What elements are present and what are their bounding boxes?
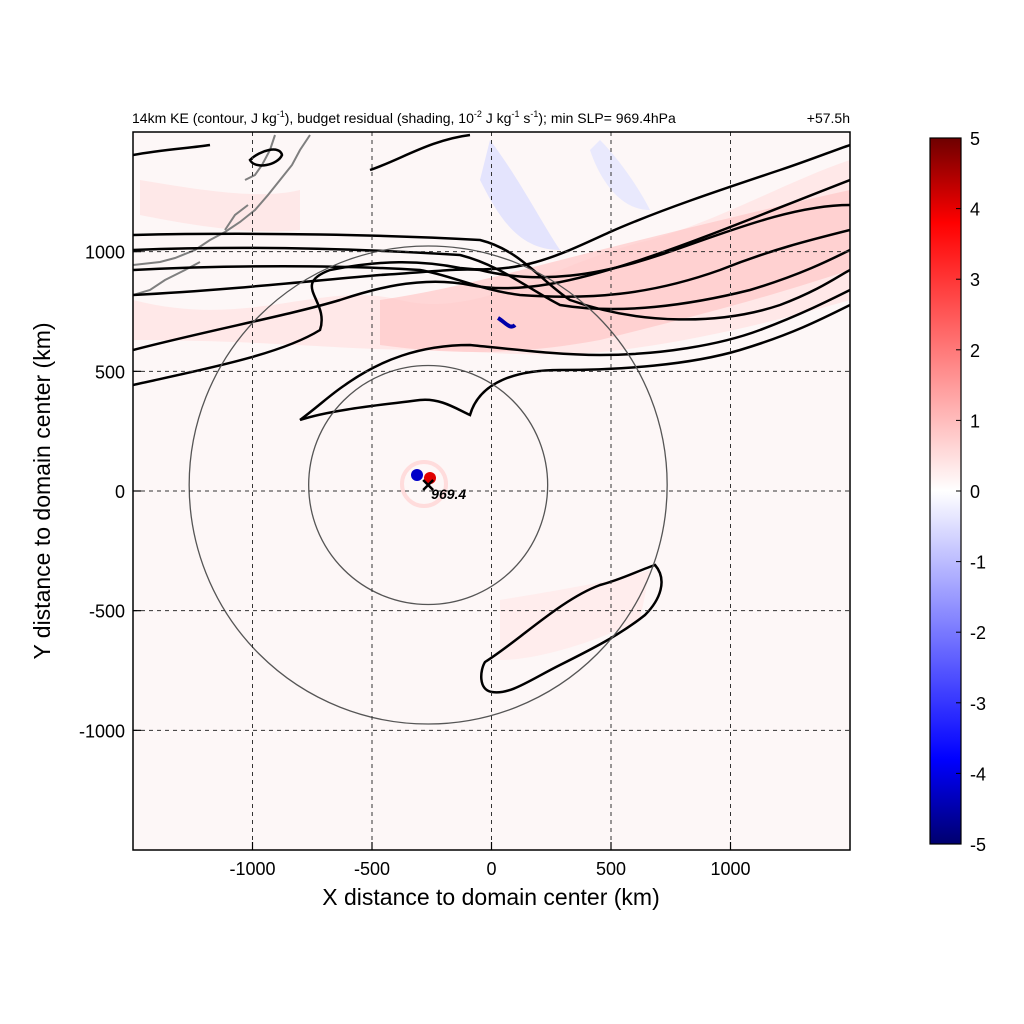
x-tick-label: -500 [354, 859, 390, 879]
colorbar-tick-label: 1 [970, 411, 980, 431]
y-tick-label: -1000 [79, 721, 125, 741]
residual-ring [400, 460, 448, 508]
range-circle [308, 364, 549, 606]
ke-contour [299, 288, 850, 421]
shading-negative-band [590, 140, 650, 210]
colorbar-tick-label: 4 [970, 200, 980, 220]
colorbar: 5 4 3 2 1 0 -1 -2 -3 -4 -5 [929, 129, 986, 855]
colorbar-tick-label: 5 [970, 129, 980, 149]
x-tick-label: -1000 [229, 859, 275, 879]
y-tick-label: -500 [89, 602, 125, 622]
ke-contour [133, 178, 850, 352]
residual-negative-streak [496, 316, 517, 329]
y-tick-label: 1000 [85, 243, 125, 263]
colorbar-tick-label: -5 [970, 835, 986, 855]
residual-negative-core [411, 469, 423, 481]
ke-contour [133, 203, 850, 297]
ke-contour [299, 303, 850, 422]
ke-contour [133, 232, 850, 321]
x-axis-ticks: -1000 -500 0 500 1000 [229, 842, 751, 879]
colorbar-tick-label: 3 [970, 270, 980, 290]
ke-contour [133, 228, 850, 298]
ke-contour [133, 143, 850, 387]
y-tick-label: 500 [95, 362, 125, 382]
chart-title: 14km KE (contour, J kg-1), budget residu… [132, 109, 676, 126]
colorbar-tick-label: -3 [970, 694, 986, 714]
x-tick-label: 500 [596, 859, 626, 879]
plot-area: 969.4 [133, 132, 850, 850]
colorbar-tick-label: 2 [970, 341, 980, 361]
colorbar-tick-label: -4 [970, 764, 986, 784]
ke-contour [369, 133, 471, 172]
ke-contour [133, 246, 850, 311]
ke-contour-closed [248, 148, 284, 167]
min-slp-label: 969.4 [431, 486, 466, 502]
ke-contour [133, 143, 211, 157]
x-tick-label: 0 [486, 859, 496, 879]
storm-center-x-icon [422, 479, 435, 491]
storm-center-marker: 969.4 [422, 479, 466, 502]
x-axis-label: X distance to domain center (km) [322, 884, 659, 910]
coastline-segment [224, 204, 249, 231]
y-axis-label: Y distance to domain center (km) [29, 322, 55, 659]
ke-contours [133, 133, 850, 694]
colorbar-tick-label: -2 [970, 623, 986, 643]
colorbar-tick-label: 0 [970, 482, 980, 502]
colorbar-ticks: 5 4 3 2 1 0 -1 -2 -3 -4 -5 [956, 129, 986, 855]
colorbar-tick-label: -1 [970, 553, 986, 573]
y-tick-label: 0 [115, 482, 125, 502]
x-tick-label: 1000 [710, 859, 750, 879]
shading-band [500, 570, 650, 660]
y-axis-ticks: 1000 500 0 -500 -1000 [79, 243, 141, 741]
shading-negative-band [480, 140, 560, 250]
coastline-segment [133, 134, 311, 266]
forecast-time-label: +57.5h [807, 110, 850, 126]
range-circle [188, 245, 668, 725]
range-circles [188, 245, 668, 725]
ke-contour-closed [480, 563, 663, 694]
colorbar-scale [929, 137, 962, 845]
shading-band [140, 180, 300, 232]
